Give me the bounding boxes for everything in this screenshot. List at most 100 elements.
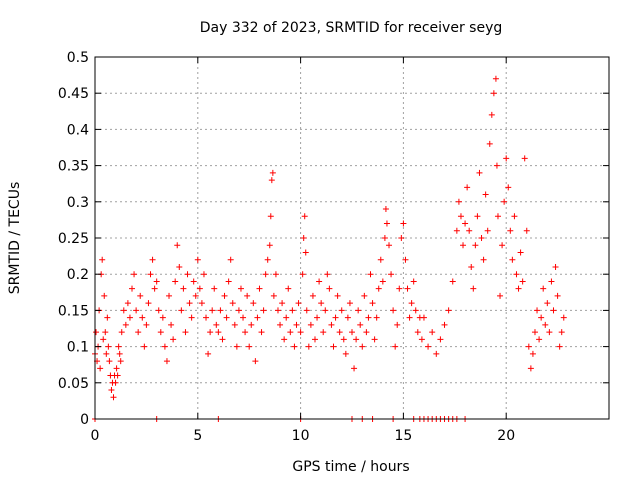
data-point <box>248 321 255 328</box>
data-point <box>117 358 124 365</box>
data-point <box>287 329 294 336</box>
data-point <box>361 292 368 299</box>
data-point <box>110 394 117 401</box>
data-point <box>402 256 409 263</box>
data-point <box>531 329 538 336</box>
data-point <box>486 140 493 147</box>
x-axis-label: GPS time / hours <box>292 459 409 475</box>
data-point <box>200 271 207 278</box>
data-point <box>394 321 401 328</box>
data-point <box>143 321 150 328</box>
data-point <box>118 329 125 336</box>
data-point <box>375 285 382 292</box>
data-point <box>266 242 273 249</box>
data-point <box>163 358 170 365</box>
data-point <box>297 329 304 336</box>
data-point <box>135 329 142 336</box>
data-point <box>268 177 275 184</box>
data-point <box>182 329 189 336</box>
data-point <box>139 314 146 321</box>
data-point <box>492 75 499 82</box>
data-point <box>429 329 436 336</box>
y-tick-label: 0.2 <box>67 267 89 283</box>
data-point <box>400 220 407 227</box>
data-point <box>240 314 247 321</box>
data-points <box>92 75 567 422</box>
data-point <box>497 292 504 299</box>
x-tick-label: 10 <box>292 428 310 444</box>
data-point <box>373 314 380 321</box>
data-point <box>494 213 501 220</box>
data-point <box>552 263 559 270</box>
x-tick-label: 20 <box>497 428 515 444</box>
y-tick-label: 0.05 <box>58 376 89 392</box>
data-point <box>414 329 421 336</box>
data-point <box>511 213 518 220</box>
data-point <box>525 343 532 350</box>
data-point <box>198 300 205 307</box>
data-point <box>176 263 183 270</box>
data-point <box>388 271 395 278</box>
data-point <box>556 343 563 350</box>
data-point <box>161 343 168 350</box>
data-point <box>124 300 131 307</box>
data-point <box>192 292 199 299</box>
data-point <box>540 285 547 292</box>
data-point <box>267 213 274 220</box>
data-point <box>281 336 288 343</box>
data-point <box>209 307 216 314</box>
data-point <box>468 263 475 270</box>
data-point <box>410 278 417 285</box>
data-point <box>229 300 236 307</box>
data-point <box>404 285 411 292</box>
data-point <box>235 307 242 314</box>
data-point <box>476 169 483 176</box>
y-tick-label: 0.4 <box>67 122 89 138</box>
data-point <box>157 329 164 336</box>
data-point <box>412 307 419 314</box>
data-point <box>244 292 251 299</box>
data-point <box>457 213 464 220</box>
data-point <box>550 307 557 314</box>
data-point <box>184 271 191 278</box>
data-point <box>420 314 427 321</box>
data-point <box>346 300 353 307</box>
data-point <box>126 314 133 321</box>
data-point <box>466 227 473 234</box>
data-point <box>269 169 276 176</box>
data-point <box>382 206 389 213</box>
data-point <box>277 321 284 328</box>
data-point <box>406 314 413 321</box>
data-point <box>112 379 119 386</box>
data-point <box>538 314 545 321</box>
data-point <box>101 292 108 299</box>
data-point <box>180 285 187 292</box>
data-point <box>256 285 263 292</box>
data-point <box>326 285 333 292</box>
data-point <box>338 307 345 314</box>
data-point <box>215 329 222 336</box>
data-point <box>99 256 106 263</box>
data-point <box>102 329 109 336</box>
data-point <box>523 227 530 234</box>
data-point <box>453 227 460 234</box>
data-point <box>93 329 100 336</box>
data-point <box>503 155 510 162</box>
data-point <box>425 343 432 350</box>
data-point <box>478 235 485 241</box>
data-point <box>272 271 279 278</box>
data-point <box>318 300 325 307</box>
data-point <box>546 329 553 336</box>
data-point <box>322 307 329 314</box>
data-point <box>221 292 228 299</box>
data-point <box>250 300 257 307</box>
data-point <box>270 292 277 299</box>
data-point <box>205 350 212 357</box>
y-tick-label: 0 <box>80 412 89 428</box>
data-point <box>517 249 524 256</box>
data-point <box>151 285 158 292</box>
data-point <box>462 220 469 227</box>
data-point <box>455 198 462 205</box>
data-point <box>203 314 210 321</box>
data-point <box>371 336 378 343</box>
